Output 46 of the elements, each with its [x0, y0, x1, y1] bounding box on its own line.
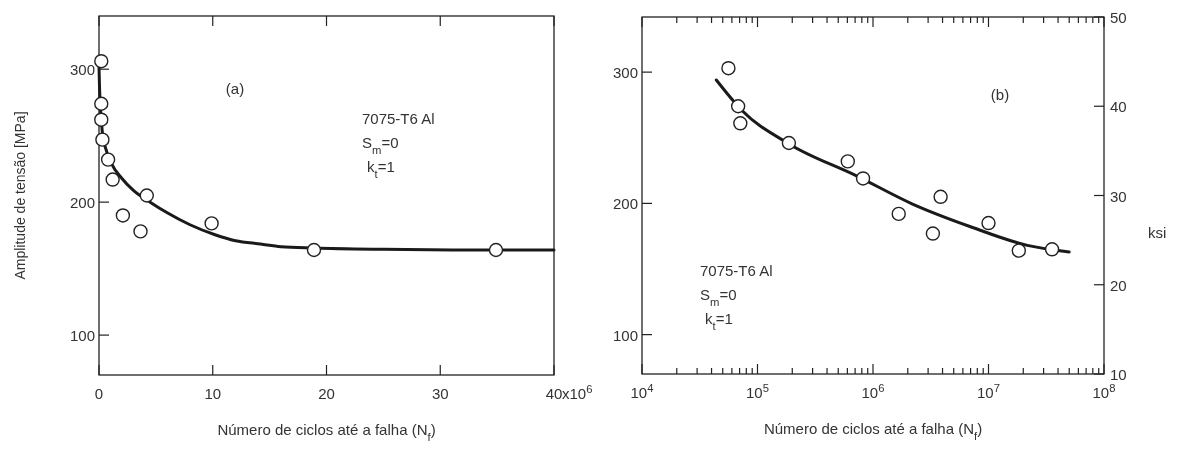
y-tick-label: 200 — [69, 194, 95, 212]
point — [94, 54, 109, 69]
point — [94, 112, 109, 127]
annotation: k$_{t}$=1 — [705, 310, 733, 332]
y-tick-label: 200 — [612, 195, 638, 213]
annotation: 7075-T6 Al — [362, 110, 435, 127]
y-tick-label: 300 — [612, 64, 638, 82]
x-axis-title: Número de ciclos até a falha (N$_{f}$) — [763, 420, 983, 442]
point — [95, 132, 110, 147]
y2-axis-title: ksi — [1148, 223, 1167, 241]
annotation: (a) — [225, 80, 245, 97]
x-tick-label: 10$^{8}$ — [1092, 382, 1116, 401]
x-tick-label: 10$^{7}$ — [977, 382, 1000, 401]
y2-tick-label: 10 — [1110, 366, 1127, 383]
point — [204, 216, 219, 231]
y-axis-title: Amplitude de tensão [MPa] — [12, 111, 28, 280]
annotation: 7075-T6 Al — [700, 262, 773, 279]
y-tick-label: 100 — [612, 326, 638, 344]
annotation: (b) — [990, 86, 1010, 103]
text: x10$^{6}$ — [562, 383, 593, 402]
point — [115, 208, 131, 223]
x-tick-label: 10$^{5}$ — [746, 382, 769, 401]
y2-tick-label: 50 — [1110, 9, 1127, 26]
annotation: S$_{m}$=0 — [700, 286, 737, 308]
x-tick-label: 10$^{4}$ — [630, 382, 654, 401]
annotation: k$_{t}$=1 — [367, 158, 395, 180]
x-axis-title: Número de ciclos até a falha (N$_{f}$) — [217, 421, 436, 443]
point — [94, 96, 109, 111]
x-tick-label: 10 — [204, 385, 222, 402]
x-tick-label: 30 — [431, 385, 449, 402]
y2-tick-label: 20 — [1110, 276, 1127, 294]
point — [306, 242, 322, 258]
y2-tick-label: 40 — [1110, 98, 1127, 116]
point — [133, 224, 148, 239]
point — [100, 152, 116, 167]
point — [488, 242, 504, 258]
y2-tick-label: 30 — [1110, 187, 1127, 205]
x-tick-label: 10$^{6}$ — [861, 382, 885, 401]
y-tick-label: 100 — [69, 327, 95, 345]
x-tick-label: 0 — [94, 385, 104, 402]
x-tick-label: 20 — [318, 385, 335, 402]
annotation: S$_{m}$=0 — [362, 134, 399, 156]
x-tick-label: 40 — [545, 385, 563, 402]
point — [139, 188, 154, 203]
y-tick-label: 300 — [69, 61, 95, 79]
point — [105, 172, 120, 187]
